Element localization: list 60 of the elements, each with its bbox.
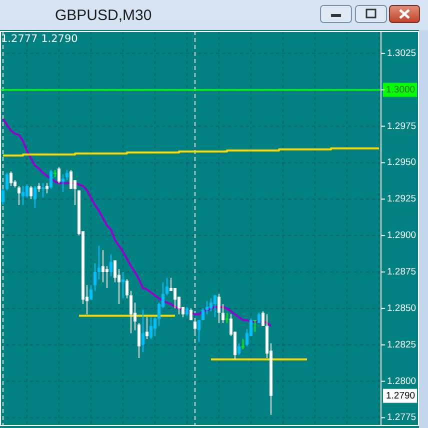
candlestick [66,169,68,181]
candlestick [218,293,220,324]
candlestick [194,321,196,334]
candlestick [6,172,8,191]
candlestick [50,169,52,190]
y-tick-label: 1.2925 [387,194,416,205]
candlestick [110,254,112,277]
candlestick [62,174,64,192]
candlestick [222,304,224,324]
candlestick [174,288,176,309]
candlestick [150,316,152,340]
candlestick [198,320,200,342]
ref-line-label: 1.3000 [386,84,416,96]
candlestick [70,169,72,190]
chart-title: GBPUSD,M30 [55,7,152,24]
candlestick [166,277,168,296]
candlestick [210,298,212,312]
candlestick [226,312,228,324]
candlestick [2,188,4,206]
annotation: 1.2777 1.2790 [1,33,78,45]
candlestick [46,182,48,194]
candlestick [126,278,128,299]
candlestick [102,250,104,283]
candlestick [214,294,216,318]
candlestick [90,284,92,300]
candlestick [106,266,108,289]
y-tick-label: 1.2850 [387,302,416,314]
candlestick [206,300,208,315]
text: 1.2790 [386,390,416,402]
candlestick [54,169,56,178]
y-tick-label: 1.2900 [387,230,416,242]
candlestick [98,245,100,280]
y-tick-label: 1.2975 [387,120,416,132]
y-tick-label: 1.2775 [387,412,416,424]
y-tick-label: 1.3025 [387,48,416,59]
candlestick [258,312,260,324]
line-series [2,118,272,327]
candlestick [94,262,96,292]
candlestick [26,184,28,198]
candlestick [154,316,156,337]
candlestick [130,290,132,334]
y-tick-label: 1.2950 [387,157,416,168]
candlestick [114,260,116,283]
candlestick [34,186,36,208]
y-tick-label: 1.2875 [387,266,416,278]
candlestick [10,170,12,187]
candlestick [42,182,44,198]
candlestick [254,320,256,332]
candlestick [18,186,20,206]
candlestick [242,338,244,350]
y-tick-label: 1.2825 [387,339,416,350]
candlestick [146,316,148,340]
candlestick [138,322,140,358]
candlestick [142,309,144,353]
candlestick [262,310,264,326]
candlestick [58,166,60,184]
candlestick [22,186,24,206]
candlestick [238,342,240,356]
candlestick [30,186,32,200]
y-tick-label: 1.2800 [387,376,416,387]
